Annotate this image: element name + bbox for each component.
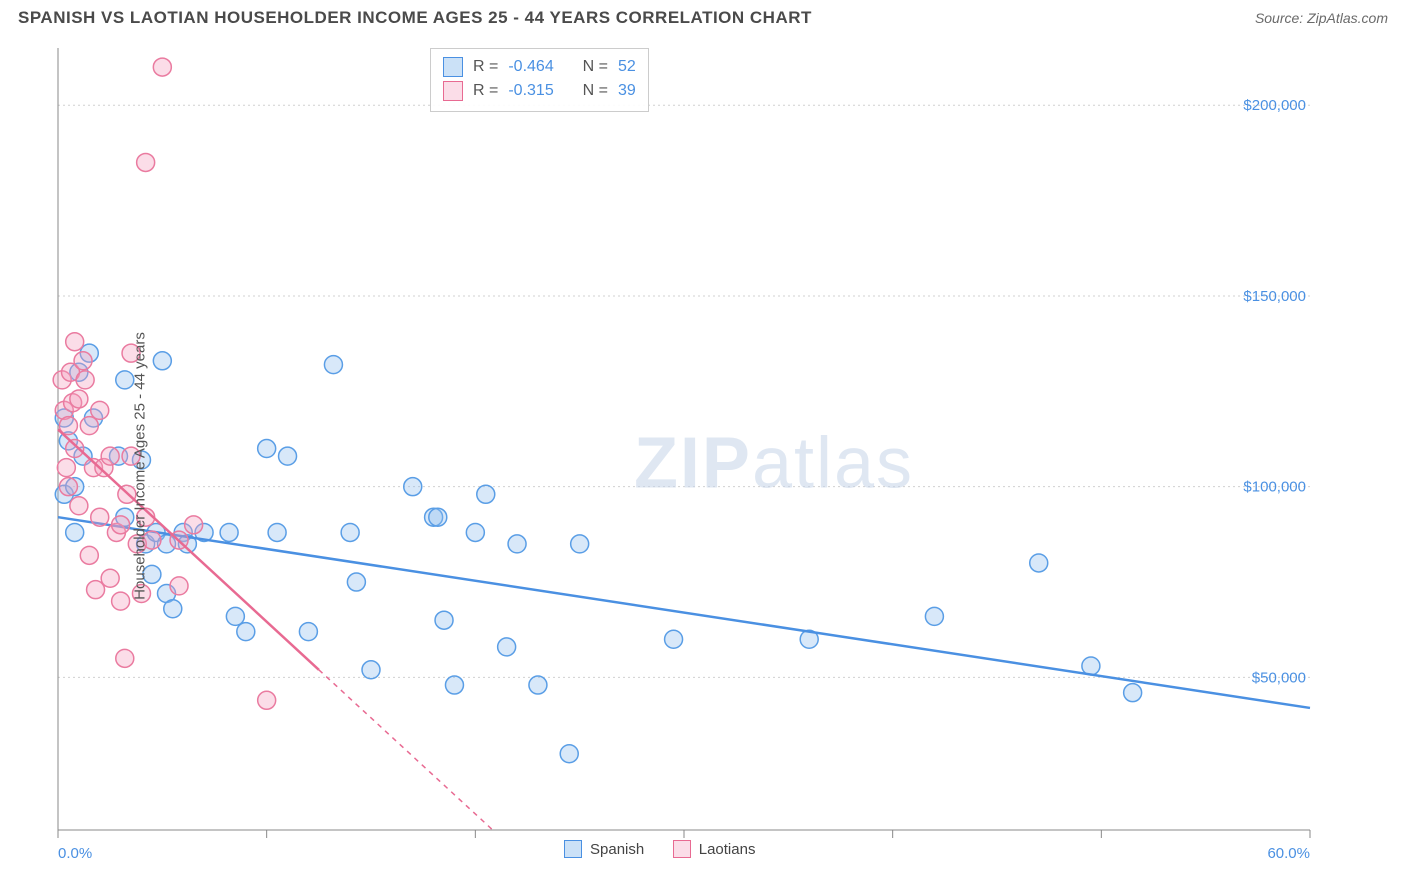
point-laotians xyxy=(74,352,92,370)
point-spanish xyxy=(279,447,297,465)
r-value-spanish: -0.464 xyxy=(508,55,553,79)
point-spanish xyxy=(466,523,484,541)
point-laotians xyxy=(101,569,119,587)
point-spanish xyxy=(529,676,547,694)
point-spanish xyxy=(237,623,255,641)
point-spanish xyxy=(445,676,463,694)
legend-swatch-laotians xyxy=(673,840,691,858)
point-spanish xyxy=(362,661,380,679)
point-laotians xyxy=(112,592,130,610)
point-spanish xyxy=(153,352,171,370)
y-tick-label: $150,000 xyxy=(1243,288,1306,305)
point-spanish xyxy=(508,535,526,553)
point-spanish xyxy=(324,356,342,374)
n-value-laotians: 39 xyxy=(618,79,636,103)
stats-legend: R = -0.464 N = 52 R = -0.315 N = 39 xyxy=(430,48,649,112)
point-laotians xyxy=(66,440,84,458)
chart-area: Householder Income Ages 25 - 44 years $5… xyxy=(0,40,1406,892)
point-spanish xyxy=(477,485,495,503)
swatch-spanish xyxy=(443,57,463,77)
point-spanish xyxy=(435,611,453,629)
legend-swatch-spanish xyxy=(564,840,582,858)
point-laotians xyxy=(101,447,119,465)
point-laotians xyxy=(258,691,276,709)
bottom-legend: Spanish Laotians xyxy=(564,840,884,858)
point-spanish xyxy=(164,600,182,618)
point-spanish xyxy=(66,523,84,541)
point-laotians xyxy=(59,478,77,496)
stats-row-laotians: R = -0.315 N = 39 xyxy=(443,79,636,103)
y-tick-label: $50,000 xyxy=(1252,669,1306,686)
n-label: N = xyxy=(583,79,608,103)
stats-row-spanish: R = -0.464 N = 52 xyxy=(443,55,636,79)
x-max-label: 60.0% xyxy=(1267,845,1310,862)
point-laotians xyxy=(116,649,134,667)
point-spanish xyxy=(665,630,683,648)
point-spanish xyxy=(226,607,244,625)
n-label: N = xyxy=(583,55,608,79)
watermark: ZIPatlas xyxy=(634,424,914,504)
point-spanish xyxy=(429,508,447,526)
y-tick-label: $100,000 xyxy=(1243,479,1306,496)
point-laotians xyxy=(76,371,94,389)
legend-label-laotians: Laotians xyxy=(699,841,756,858)
chart-title: SPANISH VS LAOTIAN HOUSEHOLDER INCOME AG… xyxy=(18,8,812,28)
point-spanish xyxy=(925,607,943,625)
x-min-label: 0.0% xyxy=(58,845,92,862)
source-text: Source: ZipAtlas.com xyxy=(1255,10,1388,26)
point-laotians xyxy=(185,516,203,534)
point-laotians xyxy=(112,516,130,534)
point-spanish xyxy=(268,523,286,541)
point-spanish xyxy=(258,440,276,458)
point-spanish xyxy=(571,535,589,553)
point-spanish xyxy=(1030,554,1048,572)
point-laotians xyxy=(170,577,188,595)
point-spanish xyxy=(341,523,359,541)
r-label: R = xyxy=(473,55,498,79)
point-laotians xyxy=(80,417,98,435)
point-spanish xyxy=(1082,657,1100,675)
point-laotians xyxy=(66,333,84,351)
r-value-laotians: -0.315 xyxy=(508,79,553,103)
point-spanish xyxy=(498,638,516,656)
point-spanish xyxy=(299,623,317,641)
point-spanish xyxy=(347,573,365,591)
point-laotians xyxy=(70,390,88,408)
point-laotians xyxy=(91,401,109,419)
point-laotians xyxy=(137,153,155,171)
r-label: R = xyxy=(473,79,498,103)
point-spanish xyxy=(404,478,422,496)
point-laotians xyxy=(80,546,98,564)
point-laotians xyxy=(57,459,75,477)
point-spanish xyxy=(560,745,578,763)
point-laotians xyxy=(70,497,88,515)
swatch-laotians xyxy=(443,81,463,101)
point-laotians xyxy=(91,508,109,526)
trend-spanish xyxy=(58,517,1310,708)
y-tick-label: $200,000 xyxy=(1243,97,1306,114)
n-value-spanish: 52 xyxy=(618,55,636,79)
point-laotians xyxy=(153,58,171,76)
point-spanish xyxy=(220,523,238,541)
chart-svg: $50,000 $100,000 $150,000 $200,000 ZIPatlas 0… xyxy=(0,40,1406,880)
legend-label-spanish: Spanish xyxy=(590,841,644,858)
trend-extrap-laotians xyxy=(319,670,493,830)
point-laotians xyxy=(87,581,105,599)
title-bar: SPANISH VS LAOTIAN HOUSEHOLDER INCOME AG… xyxy=(0,0,1406,34)
point-spanish xyxy=(1124,684,1142,702)
y-axis-label: Householder Income Ages 25 - 44 years xyxy=(131,332,148,600)
